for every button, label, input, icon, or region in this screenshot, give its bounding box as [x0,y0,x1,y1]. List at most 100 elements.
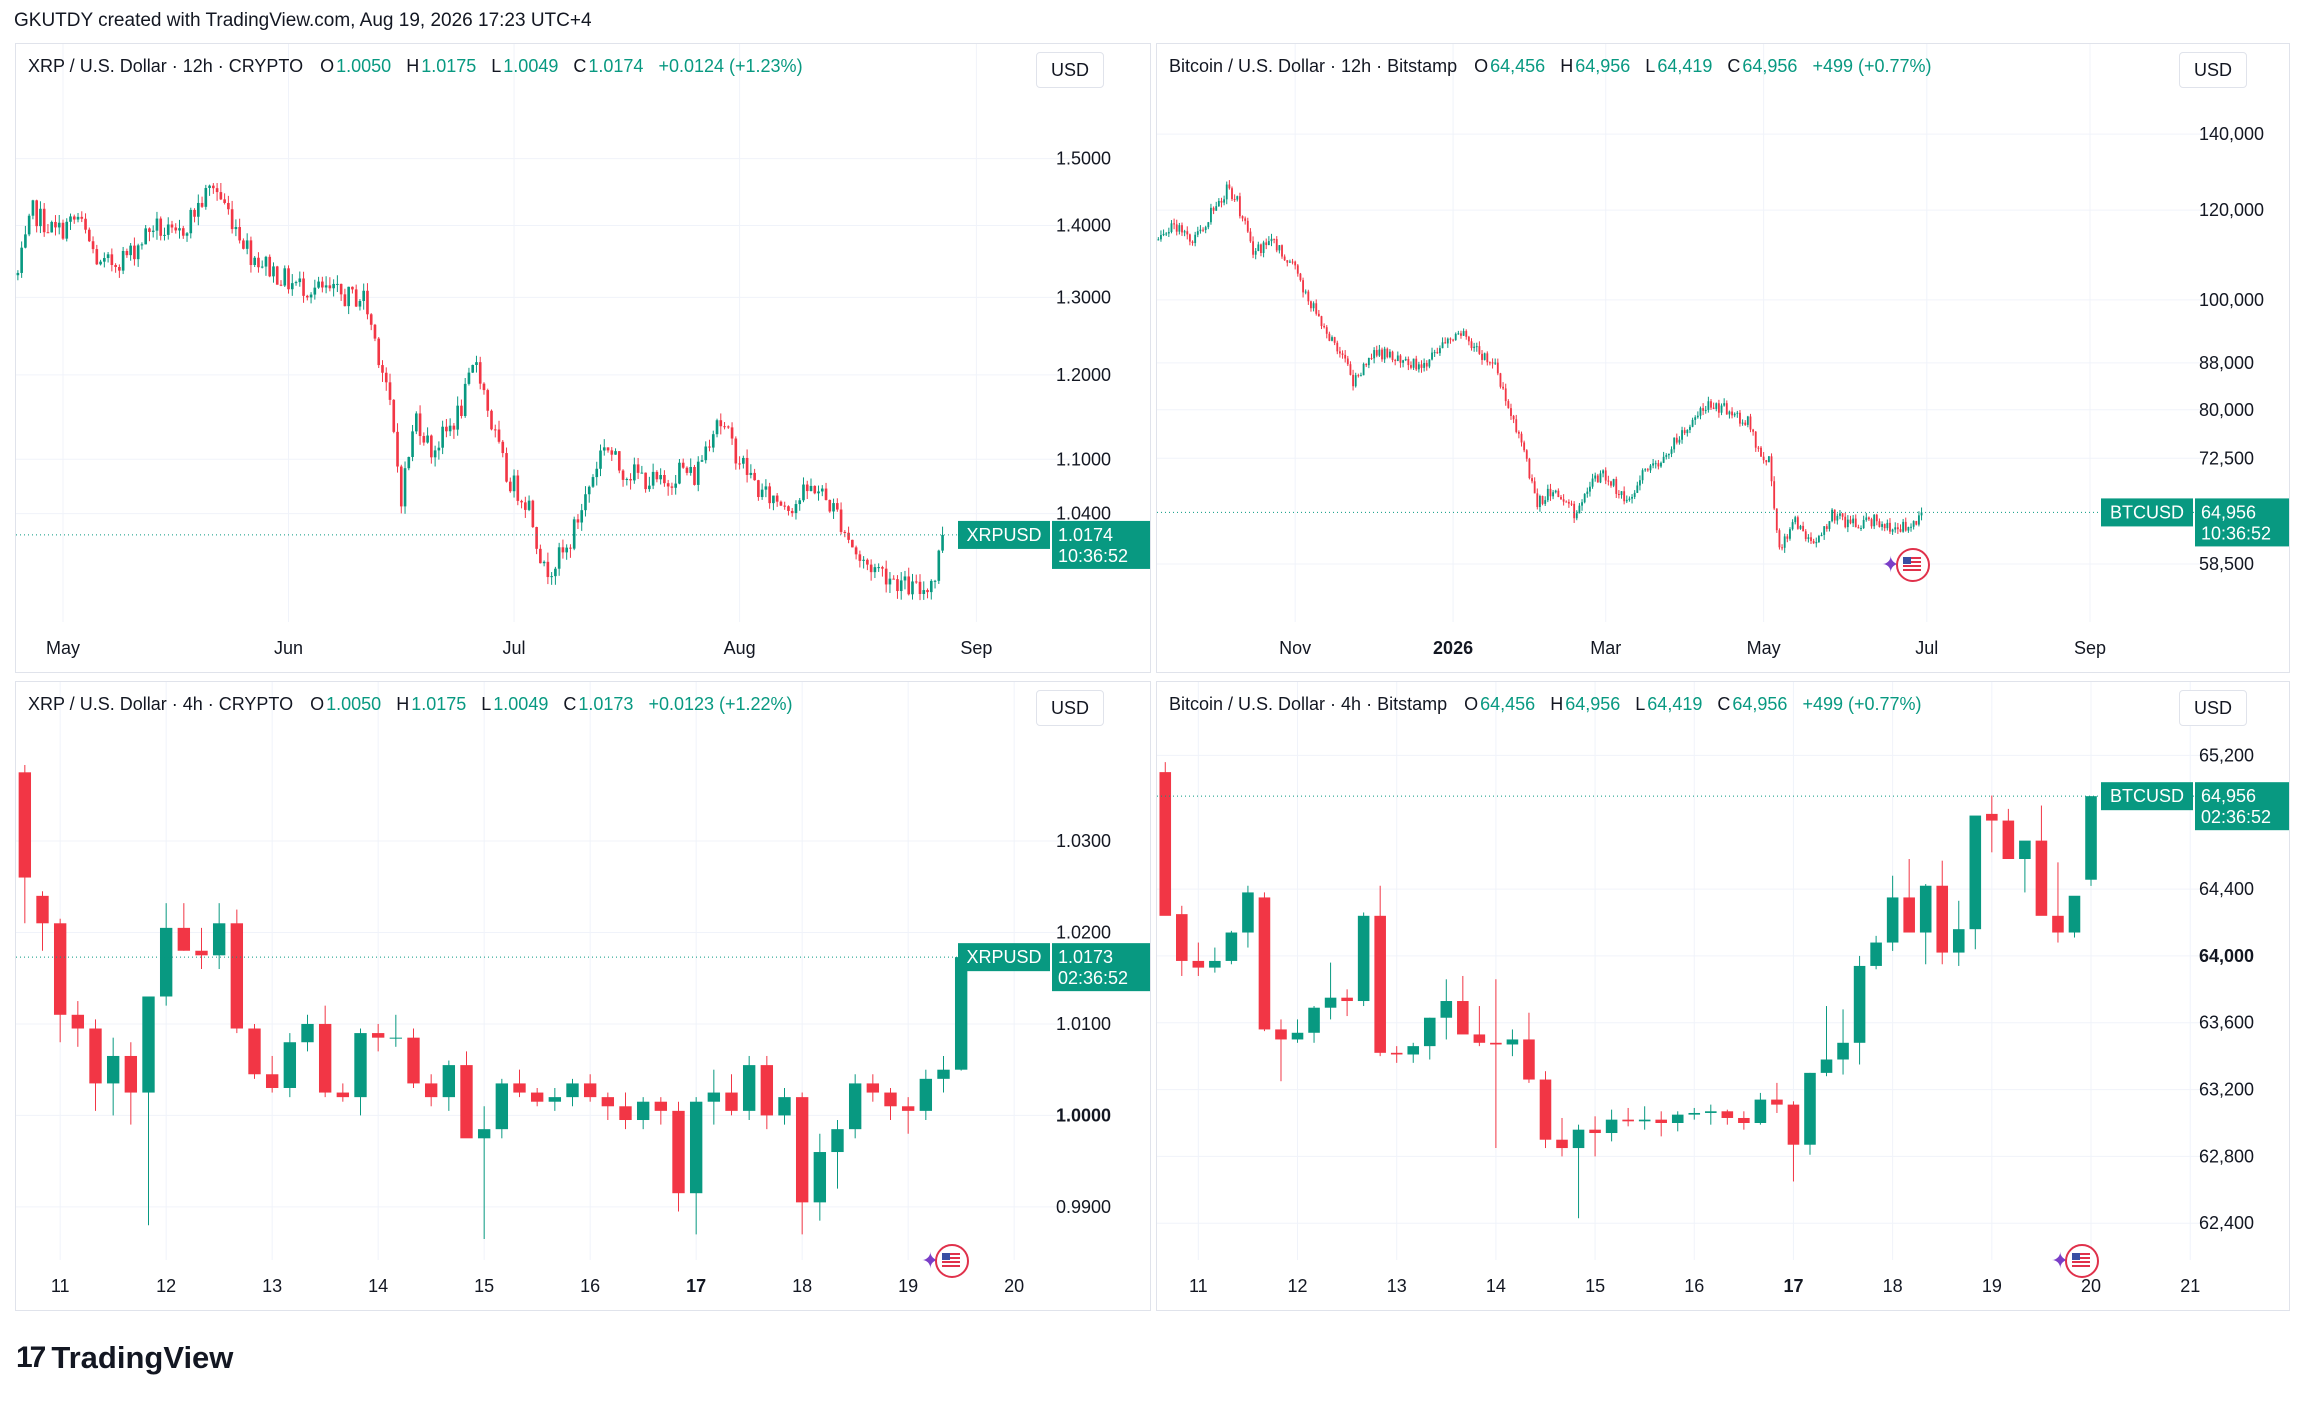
ticker-label: XRPUSD [966,525,1041,545]
candle-body [583,1083,597,1098]
price-chart-svg[interactable]: 1.5000 1.4000 1.3000 1.2000 1.1000 1.0400 May J… [16,44,1151,673]
candle-body [1912,521,1915,527]
candle-body [862,559,865,561]
candle-body [1433,352,1436,354]
candle-body [18,772,32,878]
tradingview-logo[interactable]: 17 TradingView [16,1340,233,1376]
candle-body [1657,463,1660,467]
candle-body [704,446,708,461]
candle-body [1383,348,1386,360]
currency-button[interactable]: USD [1036,690,1104,726]
candle-body [832,503,835,512]
candle-body [1386,348,1389,358]
candle-body [1170,223,1173,232]
y-tick-label: 1.0200 [1056,922,1111,942]
candle-body [1617,493,1620,496]
candle-body [442,1065,456,1098]
candle-body [1833,509,1836,521]
chart-panel-xrp-4h[interactable]: XRP / U.S. Dollar · 4h · CRYPTO O 1.0050 … [15,681,1151,1311]
candle-body [166,224,170,235]
candle-body [268,256,272,277]
chart-panel-xrp-12h[interactable]: XRP / U.S. Dollar · 12h · CRYPTO O 1.0050… [15,43,1151,673]
low-label: L [491,56,502,76]
candle-body [1820,534,1823,537]
candle-body [415,413,418,432]
high-value: 64,956 [1565,694,1621,714]
currency-button[interactable]: USD [2179,690,2247,726]
y-tick-label: 1.0000 [1056,1105,1111,1125]
close-value: 64,956 [1732,694,1788,714]
low-value: 1.0049 [493,694,549,714]
candle-body [1902,521,1905,532]
candle-body [248,1028,261,1075]
candle-body [1754,431,1757,448]
price-chart-svg[interactable]: 140,000 120,000 100,000 88,000 80,000 72,500 5… [1157,44,2290,673]
candle-body [542,561,546,564]
candle-body [257,257,260,268]
candle-body [20,247,23,273]
candle-body [1841,513,1844,517]
open-value: 1.0050 [336,56,392,76]
candle-body [366,290,369,315]
candle-body [1721,1111,1734,1118]
candle-body [1457,1001,1469,1035]
ticker-label: BTCUSD [2110,786,2184,806]
chart-panel-btc-12h[interactable]: Bitcoin / U.S. Dollar · 12h · Bitstamp O… [1156,43,2290,673]
candle-body [1896,527,1899,530]
currency-button[interactable]: USD [1036,52,1104,88]
candle-body [148,228,151,232]
candle-body [670,486,674,488]
currency-button[interactable]: USD [2179,52,2247,88]
candle-body [27,215,31,235]
candle-body [530,1092,544,1102]
symbol-title: XRP / U.S. Dollar · 12h · CRYPTO [28,56,304,76]
candle-body [1862,519,1865,529]
candle-body [1562,499,1565,502]
candle-body [685,467,689,473]
candle-body [1622,1119,1634,1122]
low-label: L [1645,56,1656,76]
y-tick-label: 1.5000 [1056,149,1111,169]
candle-body [403,468,407,507]
candle-body [230,209,234,230]
candle-body [129,245,132,256]
candle-body [1762,456,1765,461]
grid-lines [16,682,1076,1260]
price-chart-svg[interactable]: 65,200 64,400 64,000 63,600 63,200 62,800 62,4… [1157,682,2290,1311]
candle-body [1986,813,1998,821]
candle-body [1836,515,1839,521]
candle-body [430,435,433,458]
candle-body [678,462,681,484]
candle-body [1288,261,1291,263]
candle-body [1544,500,1547,504]
candle-body [69,216,72,222]
candle-body [354,289,358,307]
candle-body [1167,231,1170,234]
price-chart-svg[interactable]: 1.0300 1.0200 1.0100 1.0000 0.9900 11 12 13 14 15… [16,682,1151,1311]
candle-body [700,460,704,462]
countdown-value: 02:36:52 [1058,968,1128,988]
candle-body [1233,199,1236,201]
change-value: +499 (+0.77%) [1802,694,1922,714]
candle-body [1870,519,1873,527]
x-tick-label: 19 [898,1276,918,1296]
candle-body [1336,342,1339,352]
candle-body [407,456,411,469]
candle-body [768,486,771,504]
candle-body [1291,1032,1304,1040]
candle-body [1357,375,1360,377]
x-tick-label: 18 [792,1276,812,1296]
candle-body [1473,1034,1486,1043]
candle-body [1162,233,1165,236]
candle-body [1257,244,1260,251]
open-value: 1.0050 [326,694,382,714]
candle-body [1686,429,1689,434]
candle-body [1331,337,1333,341]
candle-body [388,382,392,400]
chart-attribution-header: GKUTDY created with TradingView.com, Aug… [14,10,592,31]
y-tick-label: 80,000 [2199,400,2254,420]
candle-body [1915,521,1918,525]
candle-body [426,435,429,443]
